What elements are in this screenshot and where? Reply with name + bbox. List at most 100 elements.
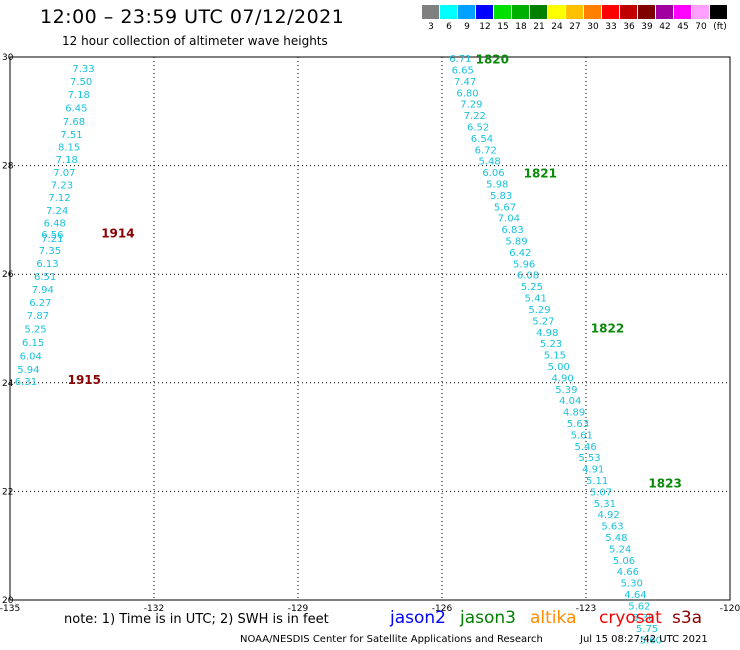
colorbar-swatch [674, 5, 691, 19]
swh-value: 5.23 [540, 339, 562, 350]
swh-value: 6.13 [36, 259, 58, 270]
swh-value: 5.48 [478, 157, 500, 168]
swh-value: 5.30 [621, 579, 643, 590]
legend-s3a: s3a [672, 608, 703, 628]
pass-time-label: 1823 [648, 476, 681, 490]
legend-altika: altika [530, 608, 577, 628]
swh-value: 6.65 [452, 65, 474, 76]
pass-time-label: 1821 [524, 167, 557, 181]
swh-value: 4.98 [536, 328, 558, 339]
credit-line: NOAA/NESDIS Center for Satellite Applica… [240, 634, 543, 645]
swh-value: 5.41 [525, 294, 547, 305]
x-tick-label: -132 [144, 604, 164, 614]
colorbar-label: 18 [515, 22, 527, 32]
swh-value: 6.42 [509, 248, 531, 259]
colorbar-label: 42 [659, 22, 671, 32]
y-tick-label: 20 [2, 596, 14, 606]
colorbar-swatch [710, 5, 727, 19]
colorbar-label: 36 [623, 22, 635, 32]
swh-value: 7.04 [498, 214, 520, 225]
swh-value: 7.12 [48, 193, 70, 204]
colorbar-swatch [494, 5, 511, 19]
x-tick-label: -120 [720, 604, 740, 614]
swh-value: 5.98 [486, 180, 508, 191]
y-tick-label: 30 [2, 53, 14, 63]
colorbar-swatch [476, 5, 493, 19]
swh-value: 6.51 [34, 272, 56, 283]
pass-time-label: 1914 [101, 226, 134, 240]
colorbar-swatch [656, 5, 673, 19]
swh-value: 8.15 [58, 143, 80, 154]
swh-value: 5.25 [521, 282, 543, 293]
swh-value: 7.18 [68, 90, 90, 101]
swh-value: 6.15 [22, 338, 44, 349]
colorbar-label: 21 [533, 22, 545, 32]
pass-time-label: 1915 [68, 373, 101, 387]
colorbar-unit: (ft) [713, 22, 727, 32]
x-axis-ticks: -135 -132 -129 -126 -123 -120 [0, 604, 740, 614]
y-axis-ticks: 30 28 26 24 22 20 [2, 53, 14, 606]
colorbar-swatch [620, 5, 637, 19]
colorbar-label: 30 [587, 22, 599, 32]
y-tick-label: 28 [2, 162, 14, 172]
colorbar-swatch [512, 5, 529, 19]
swh-value: 7.22 [464, 111, 486, 122]
colorbar-swatch [458, 5, 475, 19]
colorbar-swatch [566, 5, 583, 19]
swh-value: 6.45 [65, 103, 87, 114]
swh-value: 5.61 [571, 430, 593, 441]
swh-value: 7.23 [51, 181, 73, 192]
swh-value: 7.68 [63, 117, 85, 128]
pass-time-label: 1820 [476, 53, 509, 67]
swh-value: 6.71 [449, 54, 471, 65]
swh-value: 7.94 [32, 285, 54, 296]
colorbar-label: 9 [464, 22, 470, 32]
swh-value: 5.94 [17, 365, 39, 376]
colorbar-label: 6 [446, 22, 452, 32]
swh-value: 7.51 [60, 130, 82, 141]
swh-value: 5.06 [613, 556, 635, 567]
colorbar-swatch [602, 5, 619, 19]
colorbar-swatch [548, 5, 565, 19]
swh-value: 4.92 [598, 510, 620, 521]
swh-value: 5.83 [490, 191, 512, 202]
colorbar-label: 33 [605, 22, 617, 32]
swh-value: 5.89 [505, 237, 527, 248]
swh-value: 6.72 [475, 145, 497, 156]
swh-value: 6.06 [482, 168, 504, 179]
swh-values: 7.337.507.186.457.687.518.157.187.077.23… [15, 54, 662, 647]
x-tick-label: -135 [0, 604, 20, 614]
swh-value: 5.60 [640, 636, 662, 647]
page-title: 12:00 – 23:59 UTC 07/12/2021 [40, 6, 345, 28]
swh-value: 6.08 [517, 271, 539, 282]
x-tick-label: -129 [288, 604, 309, 614]
swh-value: 6.04 [20, 352, 42, 363]
colorbar-swatch [638, 5, 655, 19]
swh-value: 5.00 [548, 362, 570, 373]
swh-value: 4.89 [563, 408, 585, 419]
swh-value: 5.63 [601, 522, 623, 533]
swh-value: 6.31 [15, 377, 37, 388]
colorbar-swatch [584, 5, 601, 19]
swh-value: 4.04 [559, 396, 581, 407]
swh-value: 6.27 [29, 298, 51, 309]
colorbar-label: 12 [479, 22, 491, 32]
swh-value: 7.47 [454, 77, 476, 88]
swh-value: 7.18 [56, 155, 78, 166]
units-note: note: 1) Time is in UTC; 2) SWH is in fe… [64, 612, 329, 627]
y-tick-label: 22 [2, 487, 13, 497]
swh-value: 5.63 [567, 419, 589, 430]
colorbar-label: 70 [695, 22, 707, 32]
colorbar-label: 27 [569, 22, 581, 32]
swh-value: 5.96 [513, 259, 535, 270]
swh-value: 7.87 [27, 311, 49, 322]
swh-value: 5.48 [605, 533, 627, 544]
swh-value: 4.90 [551, 373, 573, 384]
swh-value: 6.48 [44, 219, 66, 230]
swh-value: 7.24 [46, 206, 68, 217]
swh-value: 6.83 [502, 225, 524, 236]
swh-value: 5.31 [594, 499, 616, 510]
colorbar-label: 15 [497, 22, 509, 32]
colorbar-label: 39 [641, 22, 653, 32]
